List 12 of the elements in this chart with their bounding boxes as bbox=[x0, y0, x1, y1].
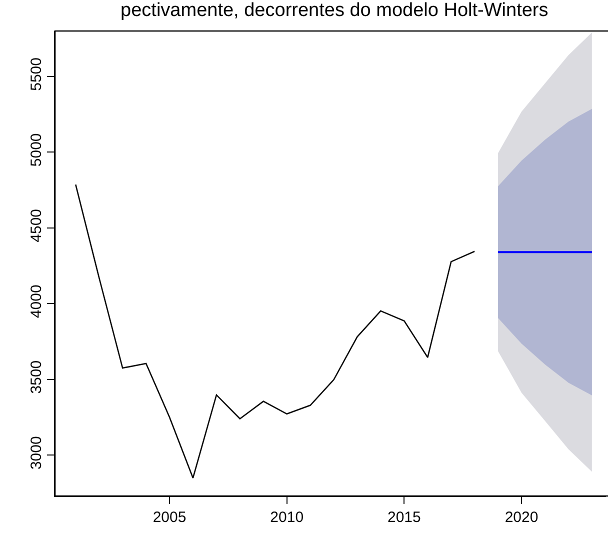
chart-title: pectivamente, decorrentes do modelo Holt-Winters bbox=[120, 0, 548, 22]
x-tick-label: 2005 bbox=[152, 509, 186, 526]
y-tick-label: 3500 bbox=[28, 360, 45, 394]
x-tick-label: 2015 bbox=[388, 509, 421, 526]
x-tick-label: 2020 bbox=[504, 509, 538, 526]
line-series bbox=[75, 184, 476, 479]
y-tick-label: 4000 bbox=[28, 284, 45, 318]
x-tick-label: 2010 bbox=[270, 509, 304, 526]
y-tick-label: 5000 bbox=[28, 133, 45, 167]
y-tick-label: 5500 bbox=[28, 58, 45, 91]
y-tick-label: 4500 bbox=[28, 208, 45, 242]
y-tick-label: 3000 bbox=[28, 436, 45, 470]
